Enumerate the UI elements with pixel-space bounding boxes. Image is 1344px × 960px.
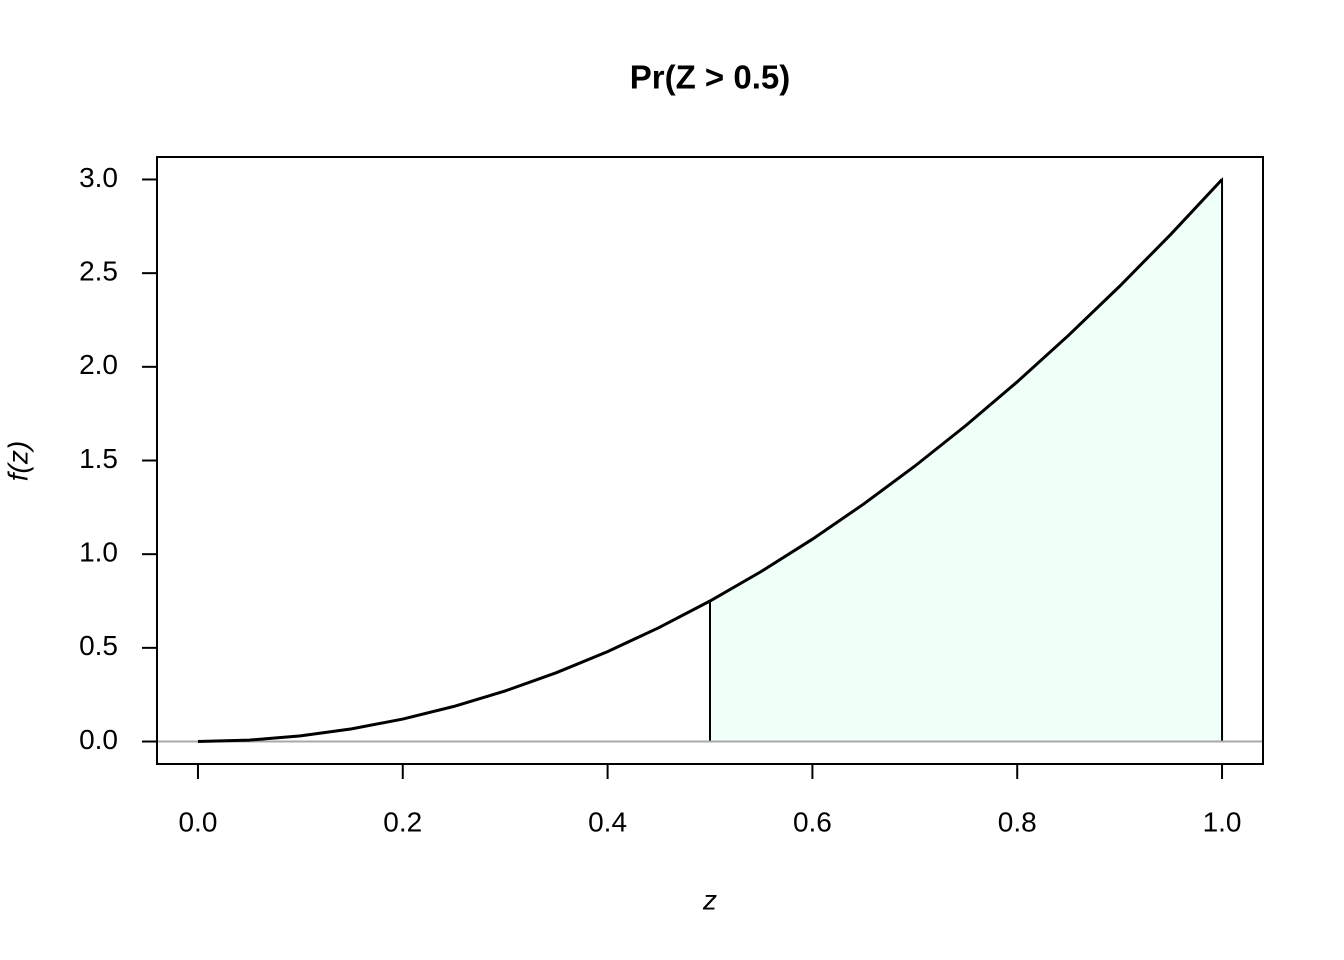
x-tick-label: 0.2 (383, 806, 422, 837)
x-tick-label: 0.0 (178, 806, 217, 837)
shaded-area (709, 176, 1224, 743)
chart-title: Pr(Z > 0.5) (630, 59, 790, 96)
x-tick-label: 0.4 (588, 806, 627, 837)
y-tick-label: 2.5 (79, 256, 118, 287)
y-tick-label: 2.0 (79, 349, 118, 380)
y-tick-label: 1.5 (79, 443, 118, 474)
x-tick-label: 0.6 (793, 806, 832, 837)
x-axis-label: z (702, 884, 717, 915)
x-tick-label: 0.8 (998, 806, 1037, 837)
y-tick-label: 0.5 (79, 630, 118, 661)
y-tick-label: 0.0 (79, 724, 118, 755)
density-curve (197, 178, 1224, 744)
x-tick-label: 1.0 (1203, 806, 1242, 837)
y-axis-label: f(z) (2, 441, 33, 481)
y-tick-label: 3.0 (79, 162, 118, 193)
y-tick-label: 1.0 (79, 537, 118, 568)
